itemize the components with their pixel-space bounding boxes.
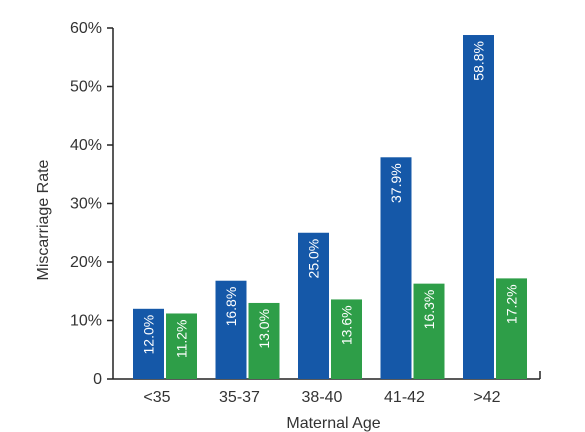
bar-series-1 xyxy=(380,157,412,379)
bar-series-2 xyxy=(496,278,527,379)
y-tick-label: 20% xyxy=(70,254,102,271)
bar-series-2 xyxy=(413,283,445,379)
y-axis-label: Miscarriage Rate xyxy=(35,159,52,280)
bars xyxy=(133,35,527,380)
x-tick-label: 41-42 xyxy=(384,389,425,406)
data-label: 11.2% xyxy=(174,319,190,358)
x-tick-label: <35 xyxy=(143,389,170,406)
data-label: 13.0% xyxy=(256,309,272,349)
data-label: 16.8% xyxy=(223,287,239,327)
data-labels: 12.0% 11.2% 16.8% 13.0% 25.0% 13.6% 37.9% 16.3%… xyxy=(141,41,520,358)
x-axis-label: Maternal Age xyxy=(286,415,380,432)
y-tick-label: 10% xyxy=(70,313,102,330)
bar-series-2 xyxy=(166,313,197,379)
bar-series-1 xyxy=(463,35,494,380)
y-tick-label: 60% xyxy=(70,20,102,37)
y-tick-label: 50% xyxy=(70,79,102,96)
data-label: 37.9% xyxy=(388,163,404,203)
x-ticks: <35 35-37 38-40 41-42 >42 xyxy=(143,389,500,406)
data-label: 58.8% xyxy=(471,41,487,81)
data-label: 25.0% xyxy=(306,239,322,279)
y-tick-label: 40% xyxy=(70,137,102,154)
bar-series-2 xyxy=(331,299,362,379)
y-ticks: 0 10% 20% 30% 40% 50% 60% xyxy=(70,20,113,388)
x-tick-label: 35-37 xyxy=(219,389,260,406)
bar-series-1 xyxy=(298,232,329,379)
data-label: 13.6% xyxy=(339,305,355,345)
bar-series-1 xyxy=(215,280,247,379)
data-label: 17.2% xyxy=(504,284,520,324)
x-tick-label: 38-40 xyxy=(302,389,343,406)
y-tick-label: 30% xyxy=(70,196,102,213)
x-tick-label: >42 xyxy=(473,389,500,406)
data-label: 12.0% xyxy=(141,315,157,355)
bar-series-2 xyxy=(248,302,280,379)
y-tick-label: 0 xyxy=(93,371,102,388)
data-label: 16.3% xyxy=(421,290,437,330)
bar-series-1 xyxy=(133,308,164,379)
